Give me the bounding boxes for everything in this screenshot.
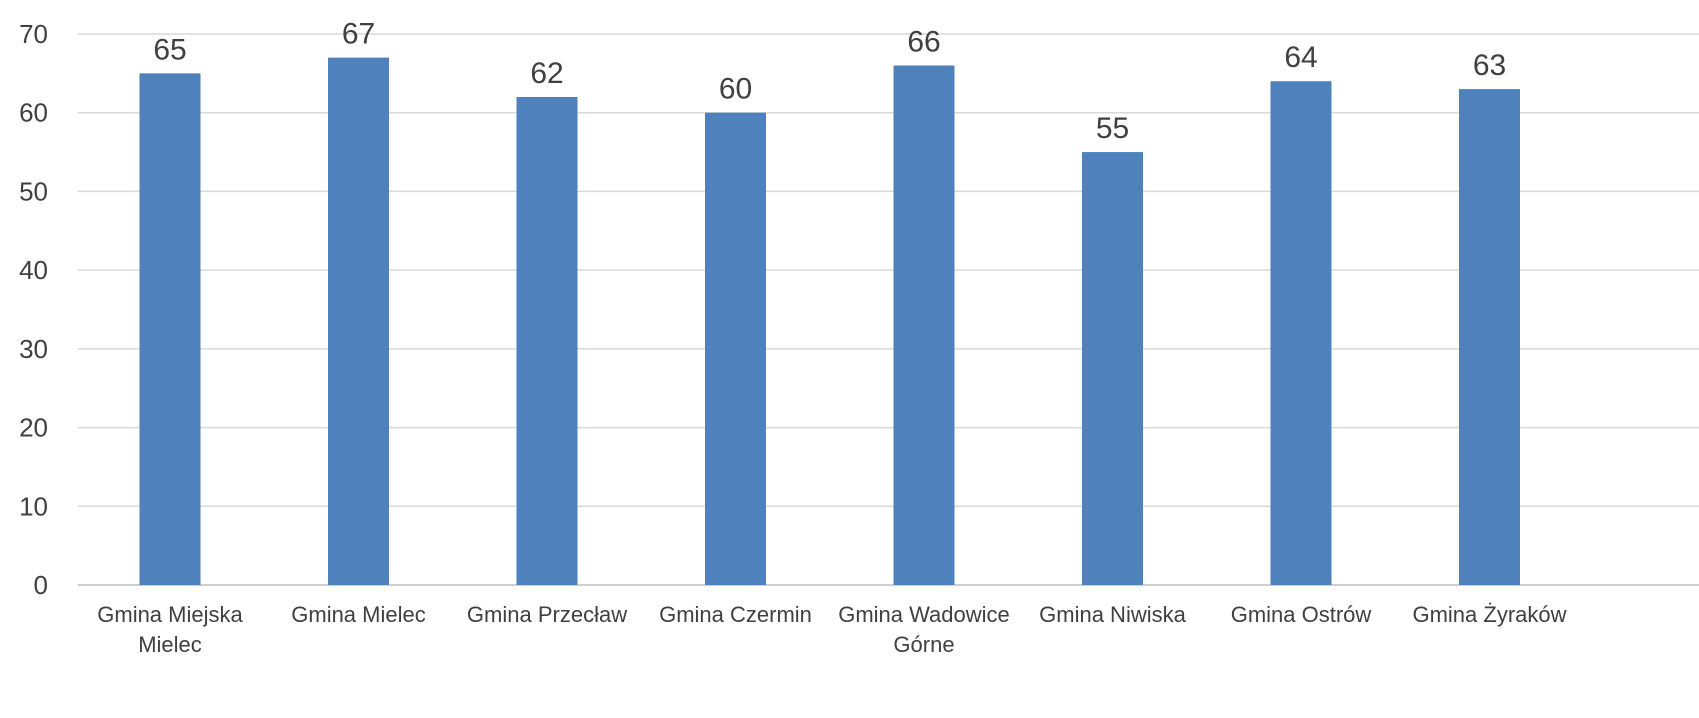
x-category-label: Gmina Niwiska <box>1039 602 1186 627</box>
y-tick-label: 50 <box>19 176 48 206</box>
data-label: 65 <box>153 33 186 66</box>
y-tick-label: 70 <box>19 19 48 49</box>
data-label: 55 <box>1096 112 1129 145</box>
y-tick-label: 60 <box>19 98 48 128</box>
bar <box>1082 152 1143 586</box>
y-axis-ticks: 0 10 20 30 40 50 60 70 <box>19 19 48 600</box>
data-label: 62 <box>530 57 563 90</box>
data-label: 66 <box>907 25 940 58</box>
bars <box>139 57 1520 586</box>
y-tick-label: 20 <box>19 413 48 443</box>
bar <box>328 57 389 586</box>
data-labels: 65 67 62 60 66 55 64 63 <box>153 18 1506 145</box>
bar <box>516 96 578 585</box>
y-tick-label: 40 <box>19 255 48 285</box>
x-category-label: Gmina Żyraków <box>1412 602 1566 627</box>
x-category-label: Mielec <box>138 632 202 657</box>
x-axis-categories: Gmina Miejska Mielec Gmina Mielec Gmina Prz… <box>97 602 1566 657</box>
y-tick-label: 0 <box>34 570 48 600</box>
bar <box>1459 89 1520 585</box>
gridlines <box>78 33 1699 586</box>
data-label: 60 <box>719 73 752 106</box>
x-category-label: Gmina Miejska <box>97 602 243 627</box>
bar <box>139 73 201 585</box>
x-category-label: Gmina Czermin <box>659 602 812 627</box>
x-category-label: Gmina Przecław <box>467 602 627 627</box>
data-label: 67 <box>342 18 375 51</box>
data-label: 63 <box>1473 49 1506 82</box>
bar <box>1270 81 1332 585</box>
y-tick-label: 30 <box>19 334 48 364</box>
bar <box>893 65 955 585</box>
x-category-label: Górne <box>893 632 954 657</box>
x-category-label: Gmina Wadowice <box>838 602 1010 627</box>
bar <box>705 112 766 585</box>
x-category-label: Gmina Ostrów <box>1231 602 1372 627</box>
x-category-label: Gmina Mielec <box>291 602 425 627</box>
y-tick-label: 10 <box>19 491 48 521</box>
data-label: 64 <box>1284 41 1317 74</box>
